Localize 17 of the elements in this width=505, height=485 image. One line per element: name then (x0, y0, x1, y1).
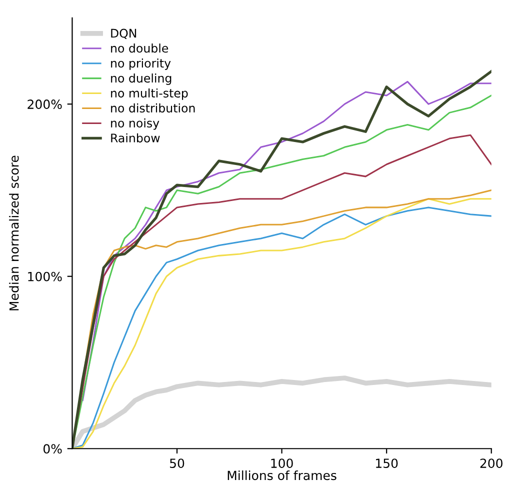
x-tick-label: 150 (376, 458, 398, 468)
legend-label: no noisy (111, 118, 160, 130)
x-tick-label: 200 (480, 458, 502, 468)
x-tick-label: 50 (170, 458, 184, 468)
y-axis-title: Median normalized score (9, 156, 19, 310)
x-tick-label: 100 (271, 458, 293, 468)
legend-label: no distribution (111, 103, 195, 113)
y-tick-label: 0% (43, 444, 62, 454)
legend-label: no double (111, 44, 168, 53)
legend-label: no priority (111, 58, 171, 70)
y-tick-label: 100% (28, 272, 62, 282)
y-tick-label: 200% (28, 100, 62, 110)
legend-label: no dueling (111, 73, 172, 85)
legend-label: Rainbow (111, 133, 160, 142)
legend-label: no multi-step (111, 88, 188, 100)
x-axis-title: Millions of frames (228, 470, 336, 480)
legend-label: DQN (111, 28, 136, 40)
